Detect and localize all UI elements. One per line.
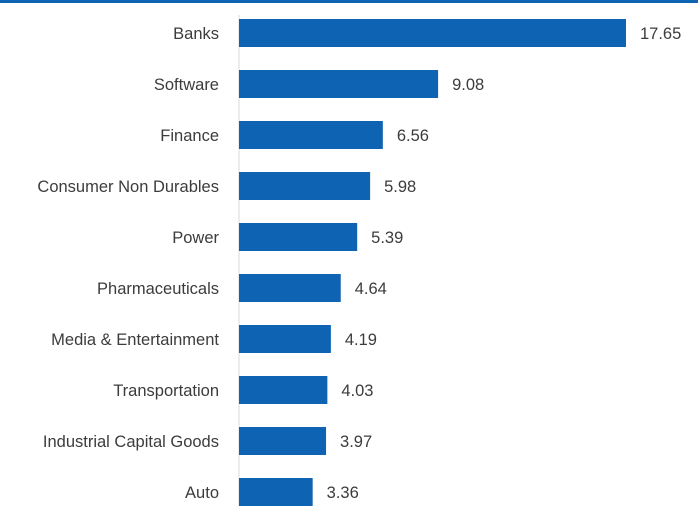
bar: [239, 223, 358, 251]
value-label: 4.64: [355, 280, 387, 298]
bar: [239, 19, 626, 47]
value-label: 3.36: [327, 484, 359, 502]
category-label: Finance: [160, 127, 219, 145]
bar: [239, 478, 313, 506]
top-rule: [0, 0, 698, 3]
value-label: 6.56: [397, 127, 429, 145]
bar: [239, 121, 383, 149]
category-label: Industrial Capital Goods: [43, 433, 219, 451]
bar: [239, 427, 327, 455]
category-label: Pharmaceuticals: [97, 280, 219, 298]
category-label: Software: [154, 76, 219, 94]
category-label: Banks: [173, 25, 219, 43]
category-label: Media & Entertainment: [51, 331, 219, 349]
category-label: Consumer Non Durables: [37, 178, 219, 196]
category-label: Power: [172, 229, 219, 247]
category-label: Transportation: [113, 382, 219, 400]
bar: [239, 274, 341, 302]
category-label: Auto: [185, 484, 219, 502]
value-label: 5.98: [384, 178, 416, 196]
value-label: 5.39: [371, 229, 403, 247]
bar: [239, 376, 328, 404]
bar: [239, 70, 439, 98]
value-label: 9.08: [452, 76, 484, 94]
bar: [239, 325, 331, 353]
value-label: 3.97: [340, 433, 372, 451]
bar: [239, 172, 371, 200]
value-label: 4.03: [341, 382, 373, 400]
value-label: 4.19: [345, 331, 377, 349]
value-label: 17.65: [640, 25, 681, 43]
